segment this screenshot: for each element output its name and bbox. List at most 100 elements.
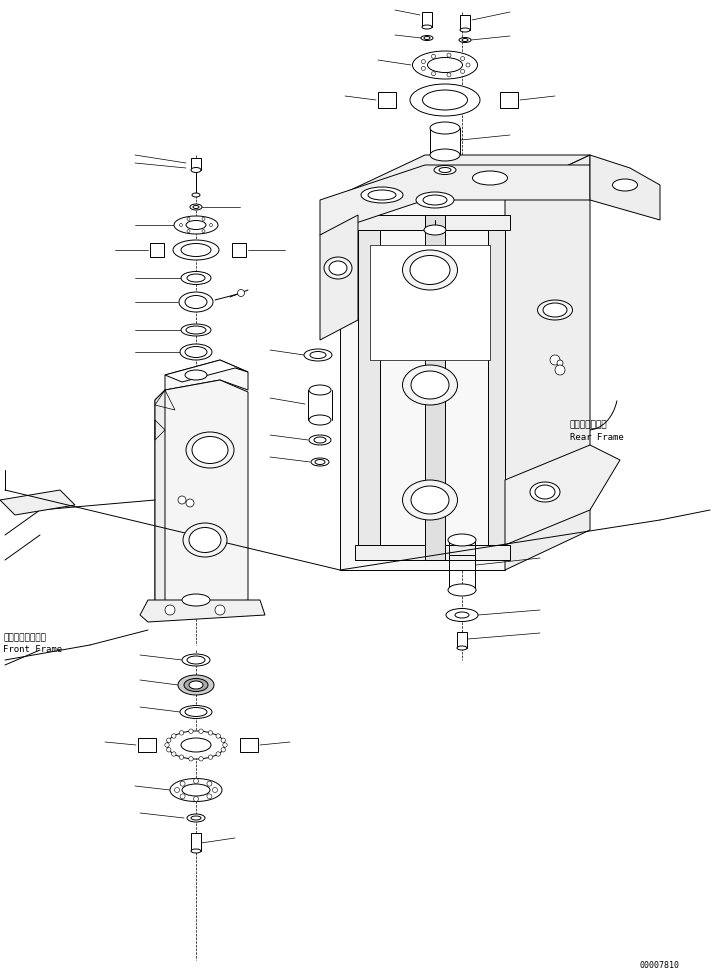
Circle shape bbox=[215, 605, 225, 615]
Ellipse shape bbox=[309, 415, 331, 425]
Polygon shape bbox=[165, 360, 248, 382]
Polygon shape bbox=[488, 215, 505, 550]
Circle shape bbox=[461, 57, 465, 61]
Ellipse shape bbox=[181, 243, 211, 257]
Ellipse shape bbox=[543, 303, 567, 317]
Ellipse shape bbox=[422, 90, 468, 110]
Circle shape bbox=[550, 355, 560, 365]
Ellipse shape bbox=[186, 326, 206, 334]
Ellipse shape bbox=[368, 190, 396, 200]
Ellipse shape bbox=[189, 527, 221, 552]
Ellipse shape bbox=[193, 206, 199, 209]
Ellipse shape bbox=[410, 84, 480, 116]
Circle shape bbox=[223, 743, 227, 748]
Circle shape bbox=[221, 748, 226, 752]
Ellipse shape bbox=[459, 37, 471, 43]
Bar bbox=[138, 738, 156, 752]
Circle shape bbox=[167, 748, 171, 752]
Circle shape bbox=[180, 781, 185, 786]
Ellipse shape bbox=[410, 256, 450, 284]
Ellipse shape bbox=[181, 271, 211, 284]
Circle shape bbox=[202, 218, 205, 221]
Ellipse shape bbox=[186, 221, 206, 229]
Ellipse shape bbox=[448, 534, 476, 546]
Ellipse shape bbox=[430, 149, 460, 161]
Circle shape bbox=[179, 754, 184, 759]
Polygon shape bbox=[355, 545, 510, 560]
Ellipse shape bbox=[424, 36, 430, 39]
Circle shape bbox=[165, 605, 175, 615]
Ellipse shape bbox=[310, 351, 326, 358]
Ellipse shape bbox=[174, 216, 218, 234]
Ellipse shape bbox=[189, 681, 203, 689]
Circle shape bbox=[221, 738, 226, 743]
Polygon shape bbox=[155, 380, 248, 620]
Circle shape bbox=[216, 734, 221, 738]
Circle shape bbox=[209, 224, 212, 226]
Ellipse shape bbox=[324, 257, 352, 279]
Text: フロントフレーム: フロントフレーム bbox=[3, 633, 46, 642]
Polygon shape bbox=[590, 155, 660, 220]
Circle shape bbox=[461, 69, 465, 73]
Polygon shape bbox=[140, 600, 265, 622]
Polygon shape bbox=[425, 215, 445, 560]
Ellipse shape bbox=[187, 656, 205, 664]
Bar bbox=[191, 158, 201, 170]
Circle shape bbox=[178, 496, 186, 504]
Ellipse shape bbox=[612, 179, 637, 191]
Circle shape bbox=[207, 781, 212, 786]
Ellipse shape bbox=[421, 35, 433, 40]
Polygon shape bbox=[358, 215, 380, 550]
Bar bbox=[232, 243, 246, 257]
Polygon shape bbox=[320, 165, 590, 235]
Ellipse shape bbox=[190, 204, 202, 210]
Ellipse shape bbox=[311, 458, 329, 466]
Ellipse shape bbox=[185, 346, 207, 357]
Circle shape bbox=[194, 796, 199, 801]
Circle shape bbox=[557, 360, 563, 366]
Circle shape bbox=[212, 788, 217, 793]
Circle shape bbox=[172, 752, 176, 756]
Ellipse shape bbox=[173, 240, 219, 260]
Circle shape bbox=[174, 788, 179, 793]
Circle shape bbox=[431, 71, 436, 76]
Circle shape bbox=[189, 756, 193, 761]
Ellipse shape bbox=[315, 460, 325, 465]
Text: Front Frame: Front Frame bbox=[3, 645, 62, 655]
Circle shape bbox=[194, 779, 199, 784]
Ellipse shape bbox=[183, 523, 227, 557]
Circle shape bbox=[216, 752, 221, 756]
Polygon shape bbox=[370, 245, 490, 360]
Ellipse shape bbox=[430, 122, 460, 134]
Ellipse shape bbox=[460, 28, 470, 32]
Ellipse shape bbox=[182, 594, 210, 606]
Circle shape bbox=[187, 229, 190, 232]
Polygon shape bbox=[0, 490, 75, 515]
Circle shape bbox=[179, 731, 184, 735]
Text: リヤーフレーム: リヤーフレーム bbox=[570, 421, 607, 429]
Bar bbox=[457, 632, 467, 648]
Ellipse shape bbox=[191, 849, 201, 853]
Ellipse shape bbox=[361, 187, 403, 203]
Polygon shape bbox=[505, 445, 620, 545]
Ellipse shape bbox=[192, 436, 228, 464]
Ellipse shape bbox=[170, 779, 222, 801]
Ellipse shape bbox=[180, 706, 212, 718]
Ellipse shape bbox=[314, 437, 326, 443]
Ellipse shape bbox=[427, 58, 463, 72]
Circle shape bbox=[209, 731, 213, 735]
Ellipse shape bbox=[167, 731, 225, 759]
Circle shape bbox=[209, 754, 213, 759]
Circle shape bbox=[186, 499, 194, 507]
Ellipse shape bbox=[434, 166, 456, 175]
Ellipse shape bbox=[530, 482, 560, 502]
Ellipse shape bbox=[473, 171, 508, 185]
Polygon shape bbox=[340, 155, 590, 195]
Ellipse shape bbox=[329, 261, 347, 275]
Polygon shape bbox=[355, 215, 510, 230]
Circle shape bbox=[422, 66, 425, 70]
Ellipse shape bbox=[304, 349, 332, 361]
Bar bbox=[240, 738, 258, 752]
Ellipse shape bbox=[424, 225, 446, 235]
Ellipse shape bbox=[535, 485, 555, 499]
